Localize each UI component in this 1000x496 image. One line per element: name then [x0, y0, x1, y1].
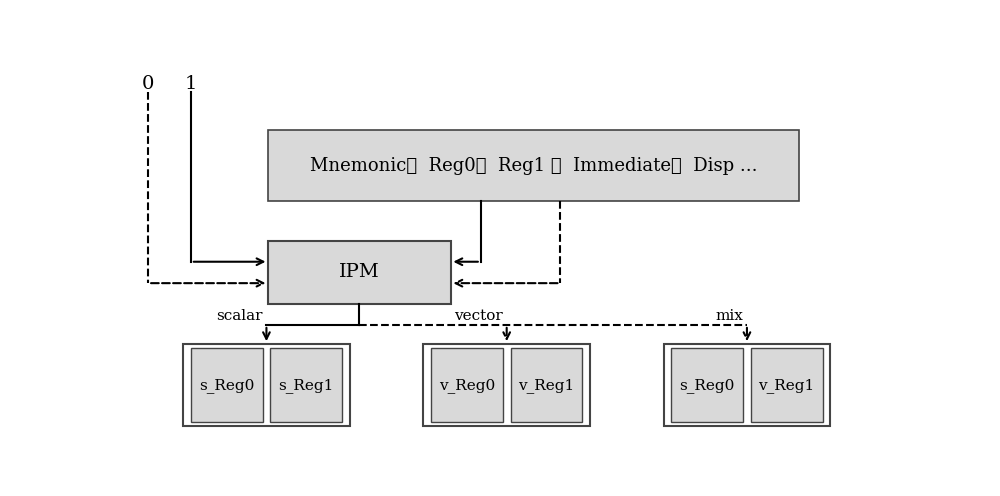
Bar [268, 130, 799, 201]
Bar [751, 348, 822, 423]
Text: IPM: IPM [339, 263, 380, 281]
Text: v_Reg1: v_Reg1 [518, 377, 575, 392]
Bar [191, 348, 263, 423]
Bar [671, 348, 743, 423]
Bar [270, 348, 342, 423]
Text: s_Reg0: s_Reg0 [680, 377, 735, 392]
Text: mix: mix [715, 309, 743, 323]
Text: s_Reg0: s_Reg0 [199, 377, 254, 392]
Bar [511, 348, 582, 423]
Text: Mnemonic，  Reg0，  Reg1 ，  Immediate，  Disp ...: Mnemonic， Reg0， Reg1 ， Immediate， Disp .… [310, 157, 758, 175]
Text: scalar: scalar [216, 309, 263, 323]
Bar [183, 344, 350, 426]
Text: vector: vector [454, 309, 503, 323]
Text: v_Reg0: v_Reg0 [439, 377, 495, 392]
Text: v_Reg1: v_Reg1 [759, 377, 815, 392]
Bar [423, 344, 590, 426]
Bar [431, 348, 503, 423]
Text: 1: 1 [185, 75, 197, 93]
Bar [268, 241, 450, 304]
Bar [664, 344, 830, 426]
Text: s_Reg1: s_Reg1 [278, 377, 334, 392]
Text: 0: 0 [142, 75, 154, 93]
